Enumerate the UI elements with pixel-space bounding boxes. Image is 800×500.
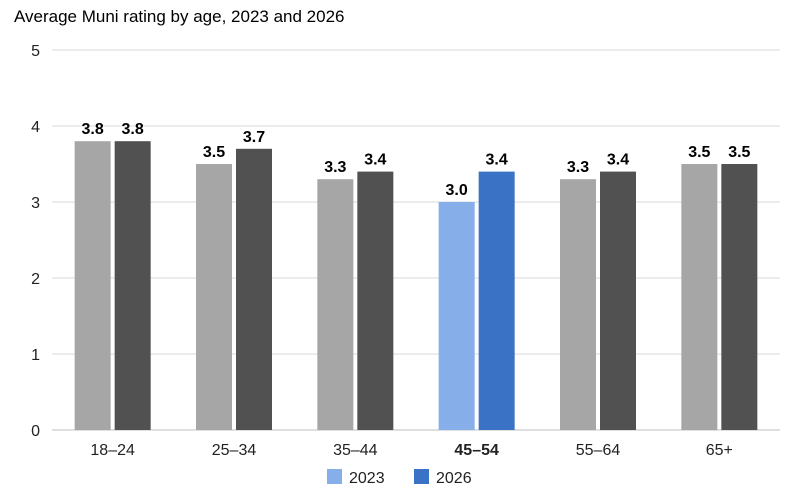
bar-2026-2: [357, 171, 394, 430]
y-tick-label: 1: [31, 347, 40, 364]
bar-2023-0: [74, 141, 111, 430]
bar-2023-4: [560, 179, 596, 430]
bar-2023-3: [438, 202, 475, 430]
data-label: 3.3: [324, 159, 346, 176]
data-label: 3.3: [567, 159, 589, 176]
data-label: 3.5: [728, 144, 750, 161]
y-tick-label: 3: [31, 195, 40, 212]
y-tick-label: 2: [31, 271, 40, 288]
bar-2026-3: [478, 171, 515, 430]
legend-swatch-2023: [327, 469, 342, 484]
bar-2026-0: [114, 141, 151, 430]
x-tick-label: 25–34: [212, 442, 257, 459]
bar-2026-5: [721, 164, 758, 430]
x-tick-label: 55–64: [576, 442, 621, 459]
x-tick-label: 35–44: [333, 442, 378, 459]
y-tick-label: 0: [31, 423, 40, 440]
legend-label: 2026: [436, 470, 472, 487]
data-label: 3.8: [82, 121, 104, 138]
data-label: 3.5: [203, 144, 225, 161]
x-tick-label: 65+: [706, 442, 733, 459]
data-label: 3.8: [122, 121, 144, 138]
y-tick-label: 4: [31, 119, 40, 136]
x-tick-label: 45–54: [454, 442, 499, 459]
bar-2023-5: [681, 164, 718, 430]
data-label: 3.7: [243, 129, 265, 146]
x-tick-label: 18–24: [90, 442, 135, 459]
data-label: 3.0: [446, 182, 468, 199]
legend-label: 2023: [349, 470, 385, 487]
y-tick-label: 5: [31, 43, 40, 60]
bar-2026-1: [236, 148, 272, 431]
chart-title: Average Muni rating by age, 2023 and 202…: [14, 7, 345, 26]
bar-2023-2: [317, 179, 354, 430]
legend-swatch-2026: [414, 469, 429, 484]
data-label: 3.5: [688, 144, 710, 161]
data-label: 3.4: [486, 152, 508, 169]
data-label: 3.4: [607, 152, 629, 169]
data-label: 3.4: [364, 152, 386, 169]
bar-2023-1: [196, 164, 232, 430]
bar-2026-4: [600, 171, 636, 430]
